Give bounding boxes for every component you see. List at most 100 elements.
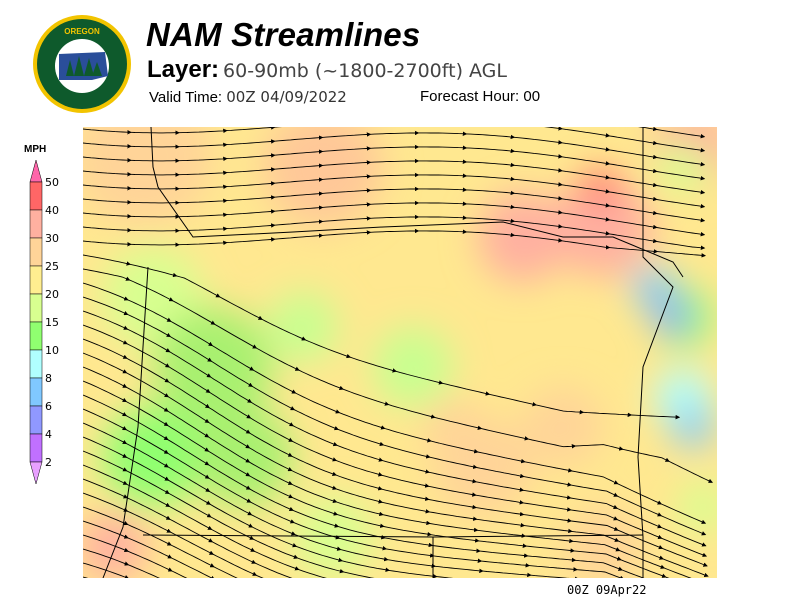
streamline-arrow bbox=[436, 576, 455, 578]
streamline-arrow bbox=[656, 129, 706, 139]
streamline-arrow bbox=[336, 488, 384, 504]
streamline-arrow bbox=[127, 328, 171, 353]
streamline-arrow bbox=[489, 393, 537, 407]
streamline-arrow bbox=[476, 507, 525, 517]
streamline-arrow bbox=[209, 392, 252, 419]
streamline-arrow bbox=[294, 409, 339, 431]
wind-speed-patch bbox=[268, 292, 338, 362]
streamline-arrow bbox=[129, 279, 174, 302]
streamline-arrow bbox=[575, 559, 623, 571]
oregon-coast bbox=[102, 266, 149, 578]
streamline-arrow bbox=[127, 537, 173, 559]
legend-tick-label: 50 bbox=[45, 176, 59, 189]
streamline-arrow bbox=[274, 233, 324, 240]
streamline-arrow bbox=[661, 515, 707, 536]
streamline-arrow bbox=[211, 529, 256, 552]
streamline-arrow bbox=[322, 216, 372, 222]
legend-unit: MPH bbox=[24, 144, 47, 155]
streamline-arrow bbox=[370, 228, 420, 234]
streamline-arrow bbox=[476, 467, 525, 479]
streamline-arrow bbox=[656, 171, 706, 181]
streamline-arrow bbox=[382, 501, 431, 514]
streamline-arrow bbox=[429, 471, 477, 484]
streamline-arrow bbox=[617, 519, 663, 540]
streamline-arrow bbox=[250, 417, 294, 442]
streamline-arrow bbox=[255, 562, 301, 578]
streamline-arrow bbox=[291, 455, 337, 476]
streamline-arrow bbox=[571, 530, 620, 542]
streamline-arrow bbox=[429, 456, 478, 469]
streamline-arrow bbox=[535, 404, 585, 415]
streamline-arrow bbox=[293, 522, 341, 540]
streamline-arrow bbox=[337, 514, 385, 528]
streamline-arrow bbox=[167, 425, 210, 452]
streamline-arrow bbox=[83, 492, 129, 512]
streamline-arrow bbox=[178, 156, 228, 162]
streamline-arrow bbox=[126, 415, 169, 441]
streamline-arrow bbox=[418, 173, 468, 178]
streamline-arrow bbox=[638, 127, 658, 132]
streamline-arrow bbox=[527, 555, 577, 563]
wind-speed-shading bbox=[83, 127, 717, 578]
streamline-arrow bbox=[219, 296, 263, 320]
streamline-arrow bbox=[370, 144, 420, 150]
streamline-arrow bbox=[209, 503, 254, 528]
streamline-arrow bbox=[621, 569, 645, 578]
streamline-arrow bbox=[619, 550, 666, 569]
streamline-arrow bbox=[523, 489, 572, 500]
streamline-arrow bbox=[382, 460, 430, 474]
streamline-arrow bbox=[336, 444, 384, 462]
streamline-arrow bbox=[418, 187, 468, 192]
streamline-arrow bbox=[127, 497, 171, 520]
color-legend: 50 40 30 25 20 15 10 8 6 4 2 bbox=[29, 159, 59, 485]
streamline-arrow bbox=[529, 565, 578, 572]
streamline-arrow bbox=[168, 479, 211, 505]
streamline-arrow bbox=[631, 414, 681, 420]
streamline-arrow bbox=[83, 562, 130, 578]
legend-swatch bbox=[29, 349, 43, 379]
streamline-arrow bbox=[572, 540, 621, 552]
streamline-arrow bbox=[126, 386, 169, 412]
streamline-arrow bbox=[383, 526, 432, 537]
layer-value: 60-90mb (~1800-2700ft) AGL bbox=[223, 60, 507, 82]
streamlines bbox=[83, 127, 714, 578]
streamline-arrow bbox=[251, 514, 296, 536]
legend-tick-label: 25 bbox=[45, 260, 59, 273]
streamline-arrow bbox=[126, 372, 170, 398]
streamline-arrow bbox=[249, 488, 294, 511]
streamline-arrow bbox=[571, 470, 619, 485]
streamline-arrow bbox=[170, 336, 213, 362]
streamline-arrow bbox=[83, 156, 132, 163]
valid-time-value: 00Z 04/09/2022 bbox=[226, 88, 347, 106]
streamline-arrow bbox=[168, 366, 211, 393]
streamline-arrow bbox=[261, 318, 307, 341]
streamline-arrow bbox=[524, 525, 573, 534]
legend-swatch bbox=[29, 237, 43, 267]
streamline-arrow bbox=[664, 567, 692, 578]
streamline-arrow bbox=[387, 559, 437, 569]
streamline-arrow bbox=[292, 497, 339, 516]
streamline-arrow bbox=[576, 569, 625, 578]
streamline-arrow bbox=[561, 212, 611, 222]
streamline-arrow bbox=[617, 483, 663, 505]
streamline-arrow bbox=[395, 370, 444, 385]
streamline-arrow bbox=[432, 545, 481, 553]
streamline-arrow bbox=[428, 485, 477, 497]
streamline-arrow bbox=[83, 128, 132, 135]
streamline-arrow bbox=[127, 550, 173, 572]
streamline-arrow bbox=[169, 506, 213, 530]
streamline-arrow bbox=[83, 450, 128, 472]
streamline-arrow bbox=[83, 212, 132, 219]
legend-arrow-top bbox=[29, 159, 43, 183]
streamline-arrow bbox=[83, 464, 128, 485]
streamline-arrow bbox=[249, 475, 294, 499]
streamline-arrow bbox=[253, 369, 297, 394]
wind-speed-patch bbox=[263, 127, 383, 227]
streamline-arrow bbox=[130, 200, 180, 205]
streamline-arrow bbox=[514, 178, 563, 187]
streamline-arrow bbox=[418, 159, 468, 164]
legend-tick-label: 15 bbox=[45, 316, 59, 329]
streamline-arrow bbox=[252, 526, 298, 548]
streamline-arrow bbox=[466, 231, 516, 238]
streamline-arrow bbox=[381, 488, 430, 501]
